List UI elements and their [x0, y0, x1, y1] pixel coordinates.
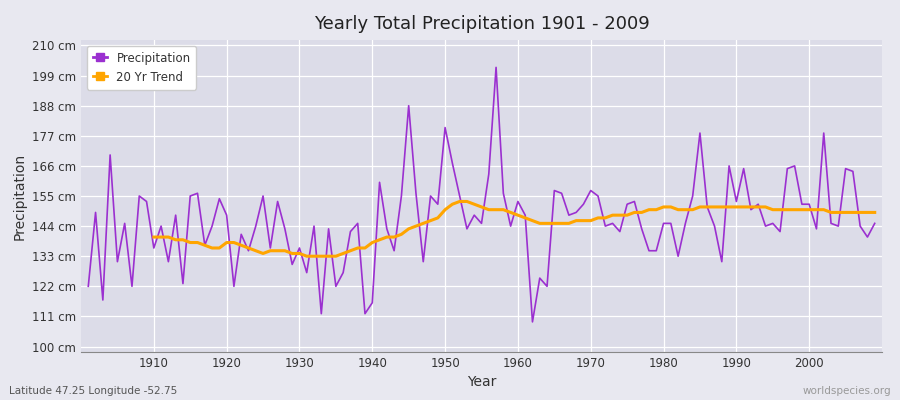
Text: worldspecies.org: worldspecies.org — [803, 386, 891, 396]
Text: Latitude 47.25 Longitude -52.75: Latitude 47.25 Longitude -52.75 — [9, 386, 177, 396]
X-axis label: Year: Year — [467, 376, 496, 390]
Legend: Precipitation, 20 Yr Trend: Precipitation, 20 Yr Trend — [87, 46, 196, 90]
Title: Yearly Total Precipitation 1901 - 2009: Yearly Total Precipitation 1901 - 2009 — [313, 15, 650, 33]
Y-axis label: Precipitation: Precipitation — [13, 152, 26, 240]
